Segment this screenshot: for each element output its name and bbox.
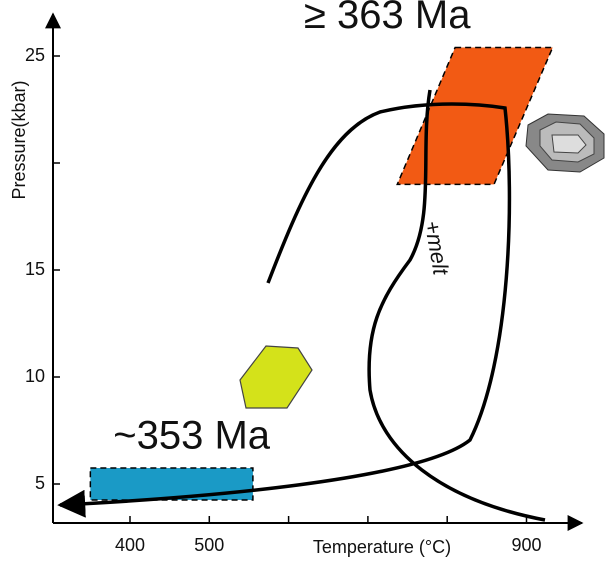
melt-label: +melt	[420, 219, 454, 278]
y-tick-label: 5	[35, 473, 45, 493]
crystal-icon	[240, 346, 312, 408]
x-axis-title: Temperature (°C)	[313, 537, 451, 557]
x-tick-label: 500	[194, 535, 224, 555]
region	[90, 468, 253, 500]
y-axis-title: Pressure(kbar)	[9, 80, 29, 199]
chart: +melt Pressure(kbar) Temperature (°C) 40…	[0, 0, 607, 570]
region	[397, 47, 552, 184]
x-tick-label: 900	[511, 535, 541, 555]
garnet-icon	[526, 114, 604, 172]
y-tick-label: 15	[25, 259, 45, 279]
region-label: ~353 Ma	[113, 414, 271, 458]
y-tick-label: 25	[25, 45, 45, 65]
x-tick-label: 400	[115, 535, 145, 555]
region-label: ≥ 363 Ma	[304, 0, 471, 37]
y-tick-label: 10	[25, 366, 45, 386]
